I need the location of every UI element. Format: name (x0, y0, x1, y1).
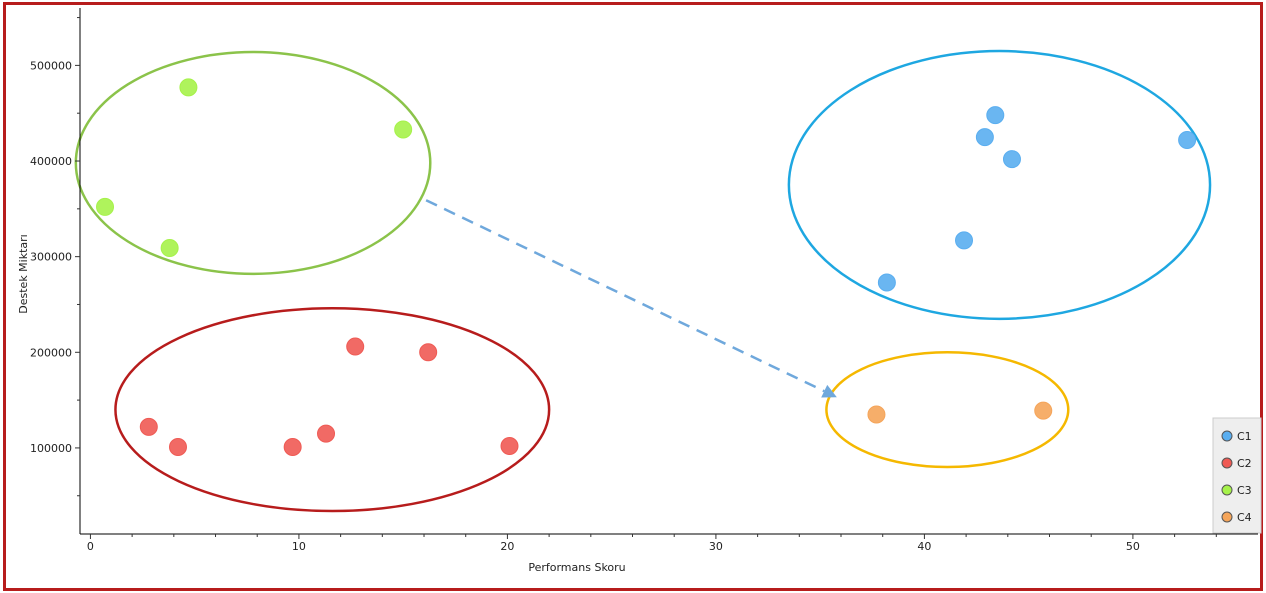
x-tick-label: 40 (917, 540, 931, 553)
y-tick-label: 400000 (30, 155, 72, 168)
point-c1 (877, 273, 896, 292)
point-c3 (394, 120, 413, 139)
legend-label-c2: C2 (1237, 457, 1252, 470)
legend-label-c1: C1 (1237, 430, 1252, 443)
point-c2 (283, 437, 302, 456)
chart-frame (3, 2, 1263, 591)
cluster-ellipse-c1 (787, 49, 1212, 321)
point-c2 (419, 343, 438, 362)
legend-marker-c1 (1221, 430, 1233, 442)
legend-label-c4: C4 (1237, 511, 1252, 524)
x-axis-title: Performans Skoru (528, 561, 625, 574)
y-tick-label: 500000 (30, 59, 72, 72)
axes (79, 8, 1258, 535)
x-tick-label: 50 (1126, 540, 1140, 553)
point-c1 (1178, 130, 1197, 149)
legend-marker-c3 (1221, 484, 1233, 496)
y-tick-label: 100000 (30, 442, 72, 455)
legend-marker-c2 (1221, 457, 1233, 469)
data-points (96, 78, 1197, 456)
arrow-head (821, 384, 837, 398)
point-c4 (1034, 401, 1053, 420)
legend-label-c3: C3 (1237, 484, 1252, 497)
point-c1 (986, 106, 1005, 125)
transition-arrow (425, 199, 837, 398)
point-c2 (139, 417, 158, 436)
cluster-ellipse-c2 (114, 307, 551, 513)
y-ticks: 100000 200000 300000 400000 500000 (30, 17, 80, 497)
point-c1 (955, 231, 974, 250)
y-tick-label: 300000 (30, 251, 72, 264)
legend-marker-c4 (1221, 511, 1233, 523)
point-c1 (975, 128, 994, 147)
legend-box (1212, 417, 1262, 534)
legend: C1 C2 C3 C4 (1212, 417, 1262, 534)
point-c2 (500, 437, 519, 456)
y-tick-label: 200000 (30, 346, 72, 359)
point-c3 (96, 197, 115, 216)
y-axis-title: Destek Miktarı (17, 234, 30, 313)
cluster-ellipse-c3 (74, 50, 432, 276)
point-c4 (867, 405, 886, 424)
point-c3 (160, 239, 179, 258)
x-tick-label: 30 (709, 540, 723, 553)
point-c3 (179, 78, 198, 97)
arrow-line (425, 199, 825, 393)
x-tick-label: 10 (292, 540, 306, 553)
point-c1 (1002, 150, 1021, 169)
x-tick-label: 20 (500, 540, 514, 553)
cluster-ellipses (74, 49, 1212, 513)
point-c2 (346, 337, 365, 356)
x-ticks: 0 10 20 30 40 50 (87, 534, 1217, 553)
point-c2 (168, 437, 187, 456)
point-c2 (317, 424, 336, 443)
cluster-ellipse-c4 (825, 351, 1070, 469)
x-tick-label: 0 (87, 540, 94, 553)
